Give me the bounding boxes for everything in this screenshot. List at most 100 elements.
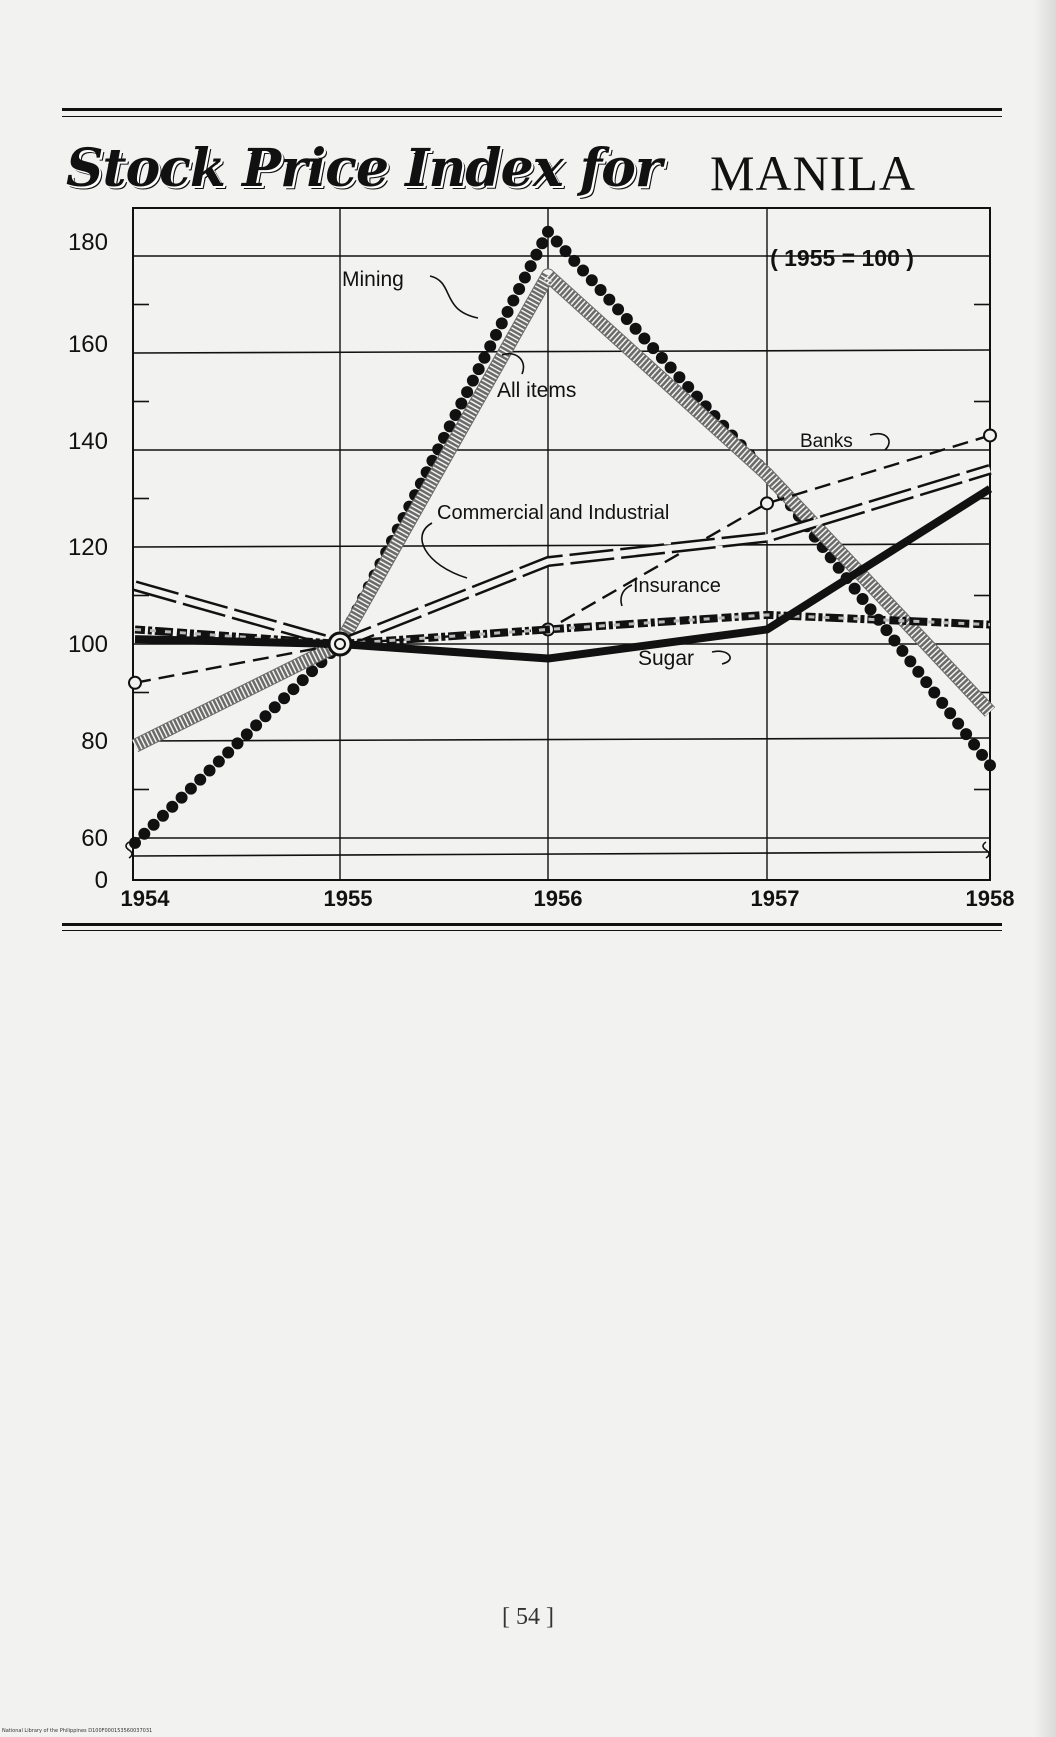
series-mining-dot <box>550 235 563 248</box>
series-mining-dot <box>449 408 462 421</box>
series-mining-dot <box>455 397 468 410</box>
series-label-banks: Banks <box>800 431 853 452</box>
series-label-commercial-and-industrial-leader <box>421 522 468 579</box>
series-mining-dot <box>507 294 520 307</box>
top-rule <box>62 108 1002 111</box>
gridline-y-160 <box>132 349 991 354</box>
y-tick-label-160: 160 <box>68 331 108 358</box>
series-all-items-speckle <box>132 269 995 752</box>
series-label-mining-leader <box>429 275 479 319</box>
axis-break-mark-right <box>982 841 990 859</box>
stock-price-index-chart: 0 60 80 100 120 140 160 180 1954 1955 1956 1957 1958… <box>68 207 1014 911</box>
series-mining-dot <box>138 827 151 840</box>
axis-break-mark-left <box>125 841 133 859</box>
series-mining-dot <box>620 313 633 326</box>
series-mining-dot <box>278 692 291 705</box>
chart-subtitle: ( 1955 = 100 ) <box>770 245 914 271</box>
bottom-rule <box>62 923 1002 926</box>
series-mining-dot <box>194 773 207 786</box>
series-mining-dot <box>287 683 300 696</box>
series-label-all-items-leader <box>501 353 525 375</box>
footer-note: National Library of the Philippines D100… <box>2 1728 153 1734</box>
series-mining-dot <box>212 755 225 768</box>
series-mining-dot <box>536 237 549 250</box>
series-mining-dot <box>952 717 965 730</box>
gridline-y-80 <box>132 737 991 742</box>
series-label-commercial-and-industrial: Commercial and Industrial <box>437 502 669 524</box>
series-mining-dot <box>920 676 933 689</box>
top-rule-thin <box>62 116 1002 117</box>
series-mining-dot <box>984 759 996 772</box>
series-mining-dot <box>585 274 598 287</box>
x-tick-label-1957: 1957 <box>751 886 800 911</box>
series-mining-dot <box>240 728 253 741</box>
series-mining-dot <box>495 317 508 330</box>
series-mining-dot <box>542 225 554 238</box>
series-commercial-and-industrial <box>133 464 992 650</box>
series-group <box>128 225 997 849</box>
series-mining-dot <box>944 707 957 720</box>
series-mining-dot <box>147 818 160 831</box>
series-mining <box>129 225 996 849</box>
series-mining-dot <box>268 701 281 714</box>
series-mining-dot <box>259 710 272 723</box>
series-label-sugar-leader <box>711 650 731 665</box>
series-label-insurance-leader <box>620 584 633 607</box>
y-tick-label-140: 140 <box>68 428 108 455</box>
series-labels: Mining All items Banks Commercial and Indus… <box>342 268 890 670</box>
series-sugar-line <box>134 485 993 663</box>
series-mining-dot <box>156 809 169 822</box>
series-label-sugar: Sugar <box>638 647 694 670</box>
series-mining-dot <box>968 738 981 751</box>
series-label-mining: Mining <box>342 268 404 291</box>
series-mining-dot <box>184 782 197 795</box>
y-tick-label-100: 100 <box>68 631 108 658</box>
series-banks-marker-1958 <box>983 428 997 443</box>
series-all-items <box>131 268 996 753</box>
series-mining-dot <box>296 674 309 687</box>
series-mining-dot <box>848 582 861 595</box>
series-mining-dot <box>647 342 660 355</box>
series-mining-dot <box>203 764 216 777</box>
series-mining-dot <box>880 624 893 637</box>
series-mining-dot <box>222 746 235 759</box>
y-tick-label-60: 60 <box>81 825 108 852</box>
series-mining-dot <box>655 351 668 364</box>
series-mining-dot <box>501 305 514 318</box>
series-sugar <box>134 485 993 663</box>
page-edge-shadow <box>1034 0 1056 1737</box>
series-mining-dot <box>638 332 651 345</box>
series-mining-dot <box>530 248 543 261</box>
chart-axes: 0 60 80 100 120 140 160 180 1954 1955 1956 1957 1958… <box>68 207 1014 911</box>
page-number: [ 54 ] <box>502 1604 554 1630</box>
series-mining-dot <box>484 340 497 353</box>
series-mining-dot <box>673 371 686 384</box>
x-tick-label-1955: 1955 <box>324 886 373 911</box>
series-banks-marker-1954 <box>128 675 142 690</box>
chart-title-script: Stock Price Index for <box>66 138 662 199</box>
series-mining-dot <box>682 380 695 393</box>
x-tick-label-1954: 1954 <box>121 886 171 911</box>
series-mining-dot <box>490 328 502 341</box>
series-mining-dot <box>904 655 917 668</box>
series-label-insurance: Insurance <box>633 575 721 597</box>
series-mining-dot <box>832 561 845 574</box>
series-mining-dot <box>928 686 941 699</box>
series-label-all-items: All items <box>497 379 576 402</box>
series-mining-dot <box>603 293 616 306</box>
chart-title: Stock Price Index for MANILA <box>62 138 1002 208</box>
series-mining-dot <box>976 748 989 761</box>
series-mining-dot <box>960 728 973 741</box>
gridline-y-120 <box>132 543 991 548</box>
y-tick-label-180: 180 <box>68 229 108 256</box>
series-mining-dot <box>231 737 244 750</box>
series-mining-dot <box>896 644 909 657</box>
series-mining-dot <box>513 283 526 296</box>
series-mining-dot <box>472 363 485 376</box>
series-mining-dot <box>129 836 141 849</box>
series-mining-dot <box>559 245 572 258</box>
series-mining-dot <box>856 592 869 605</box>
series-mining-dot <box>518 271 531 284</box>
series-mining-dot <box>250 719 263 732</box>
series-mining-dot <box>864 603 877 616</box>
